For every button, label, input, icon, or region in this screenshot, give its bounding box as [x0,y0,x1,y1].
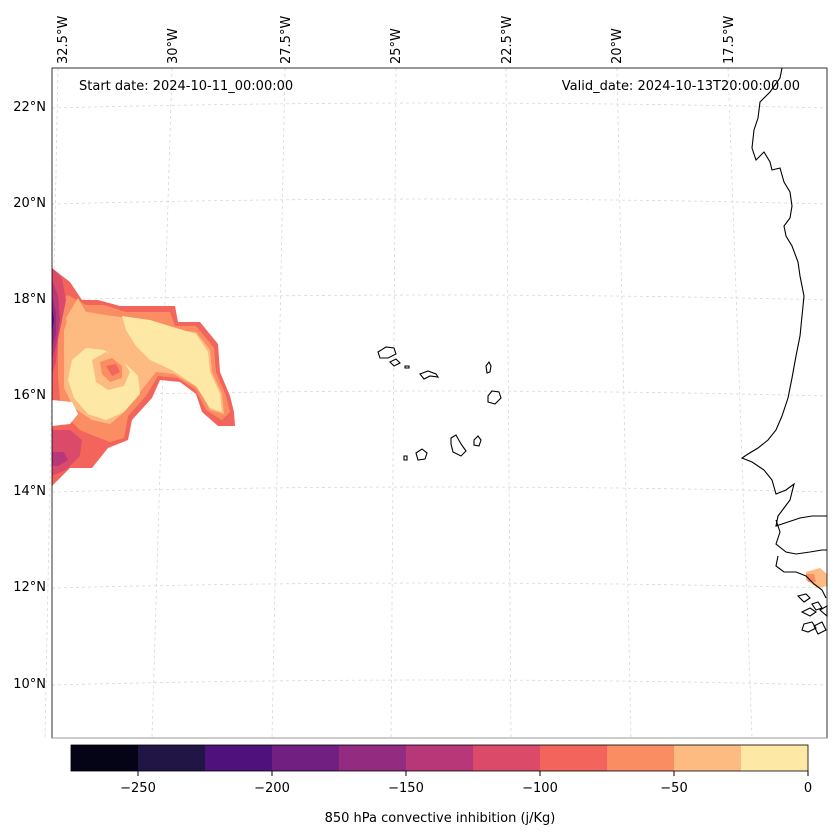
island-santo-antao [377,346,397,359]
island-sao-vicente [389,358,401,367]
coastline-guinea-bissau [775,555,827,599]
contour-level-neg175 [52,296,56,348]
lon-label-22-5: 22.5°W [500,16,515,64]
coastline-gambia-estuary [775,519,827,555]
gridline-lat-14 [51,486,828,493]
gridline-lon-30 [151,67,173,739]
longitude-labels: 32.5°W 30°W 27.5°W 25°W 22.5°W 20°W 17.5… [56,16,737,64]
contour-gap [52,400,78,426]
colorbar [70,744,809,772]
colorbar-label-neg200: −200 [254,781,290,796]
lon-label-25: 25°W [389,28,404,64]
lat-label-10: 10°N [13,677,46,692]
coastline-mauritania-senegal [740,67,827,527]
lon-label-32-5: 32.5°W [56,16,71,64]
lat-label-18: 18°N [13,292,46,307]
gridline-lon-25 [390,67,397,739]
colorbar-segment-3 [272,745,339,771]
lat-label-20: 20°N [13,196,46,211]
colorbar-segment-2 [205,745,272,771]
colorbar-segment-4 [339,745,406,771]
island-bijagos-4 [801,621,817,633]
gridline-lat-20 [51,198,828,205]
gridline-lon-32-5 [44,67,59,739]
gridline-lat-18 [51,294,828,301]
colorbar-segment-9 [674,745,741,771]
colorbar-segment-6 [473,745,540,771]
cin-contours [52,268,827,588]
colorbar-label-neg100: −100 [522,781,558,796]
colorbar-segment-0 [71,745,138,771]
gridline-lon-22-5 [505,67,512,739]
colorbar-ticks [137,771,809,776]
island-bijagos-5 [813,621,827,635]
colorbar-border [70,744,809,772]
colorbar-label-neg250: −250 [120,781,156,796]
colorbar-segment-5 [406,745,473,771]
latitude-labels: 22°N 20°N 18°N 16°N 14°N 12°N 10°N [13,100,46,692]
lon-label-20: 20°W [610,28,625,64]
colorbar-segment-1 [138,745,205,771]
gridline-lat-16 [51,390,828,397]
lat-label-22: 22°N [13,100,46,115]
gridline-lon-17-5 [727,67,753,739]
lat-label-12: 12°N [13,580,46,595]
african-coastline [740,67,828,635]
contour-level-neg200 [52,306,54,332]
colorbar-segment-10 [741,745,808,771]
island-santa-luzia [404,365,410,369]
island-bijagos-3 [811,601,823,611]
contour-level-neg50-b [66,298,86,360]
island-boa-vista [487,390,502,405]
lon-label-27-5: 27.5°W [279,16,294,64]
gridline-lat-22 [51,102,828,109]
gridline-lat-10 [51,679,828,686]
start-date-text: Start date: 2024-10-11_00:00:00 [79,79,293,94]
island-sao-nicolau [419,370,440,380]
contour-level-neg150-b [52,452,68,466]
cape-verde-islands [377,346,502,461]
valid-date-text: Valid_date: 2024-10-13T20:00:00.00 [562,79,800,94]
island-bijagos-1 [796,593,811,603]
contour-coast-patch-2 [806,574,816,582]
colorbar-label-neg150: −150 [388,781,424,796]
island-brava [403,455,408,461]
colorbar-label-0: 0 [804,781,812,796]
map-panel [52,68,827,738]
contour-coast-patch [806,568,827,588]
gridline-lon-27-5 [271,67,286,739]
gridline-lon-20 [616,67,632,739]
gridlines [44,67,828,739]
island-maio [473,435,482,447]
contour-level-neg25 [122,316,222,412]
lat-label-16: 16°N [13,388,46,403]
colorbar-label-neg50: −50 [660,781,687,796]
island-sal [485,360,492,374]
colorbar-tick-labels: −250 −200 −150 −100 −50 0 [120,781,812,796]
colorbar-segment-8 [607,745,674,771]
colorbar-segment-7 [540,745,607,771]
contour-level-neg100-inner [106,364,120,376]
lon-label-30: 30°W [166,28,181,64]
island-santiago [450,434,467,457]
lon-label-17-5: 17.5°W [722,16,737,64]
lat-label-14: 14°N [13,484,46,499]
island-fogo [415,448,428,461]
island-bijagos-2 [800,607,817,617]
colorbar-title: 850 hPa convective inhibition (j/Kg) [325,811,556,826]
gridline-lat-12 [51,582,828,589]
